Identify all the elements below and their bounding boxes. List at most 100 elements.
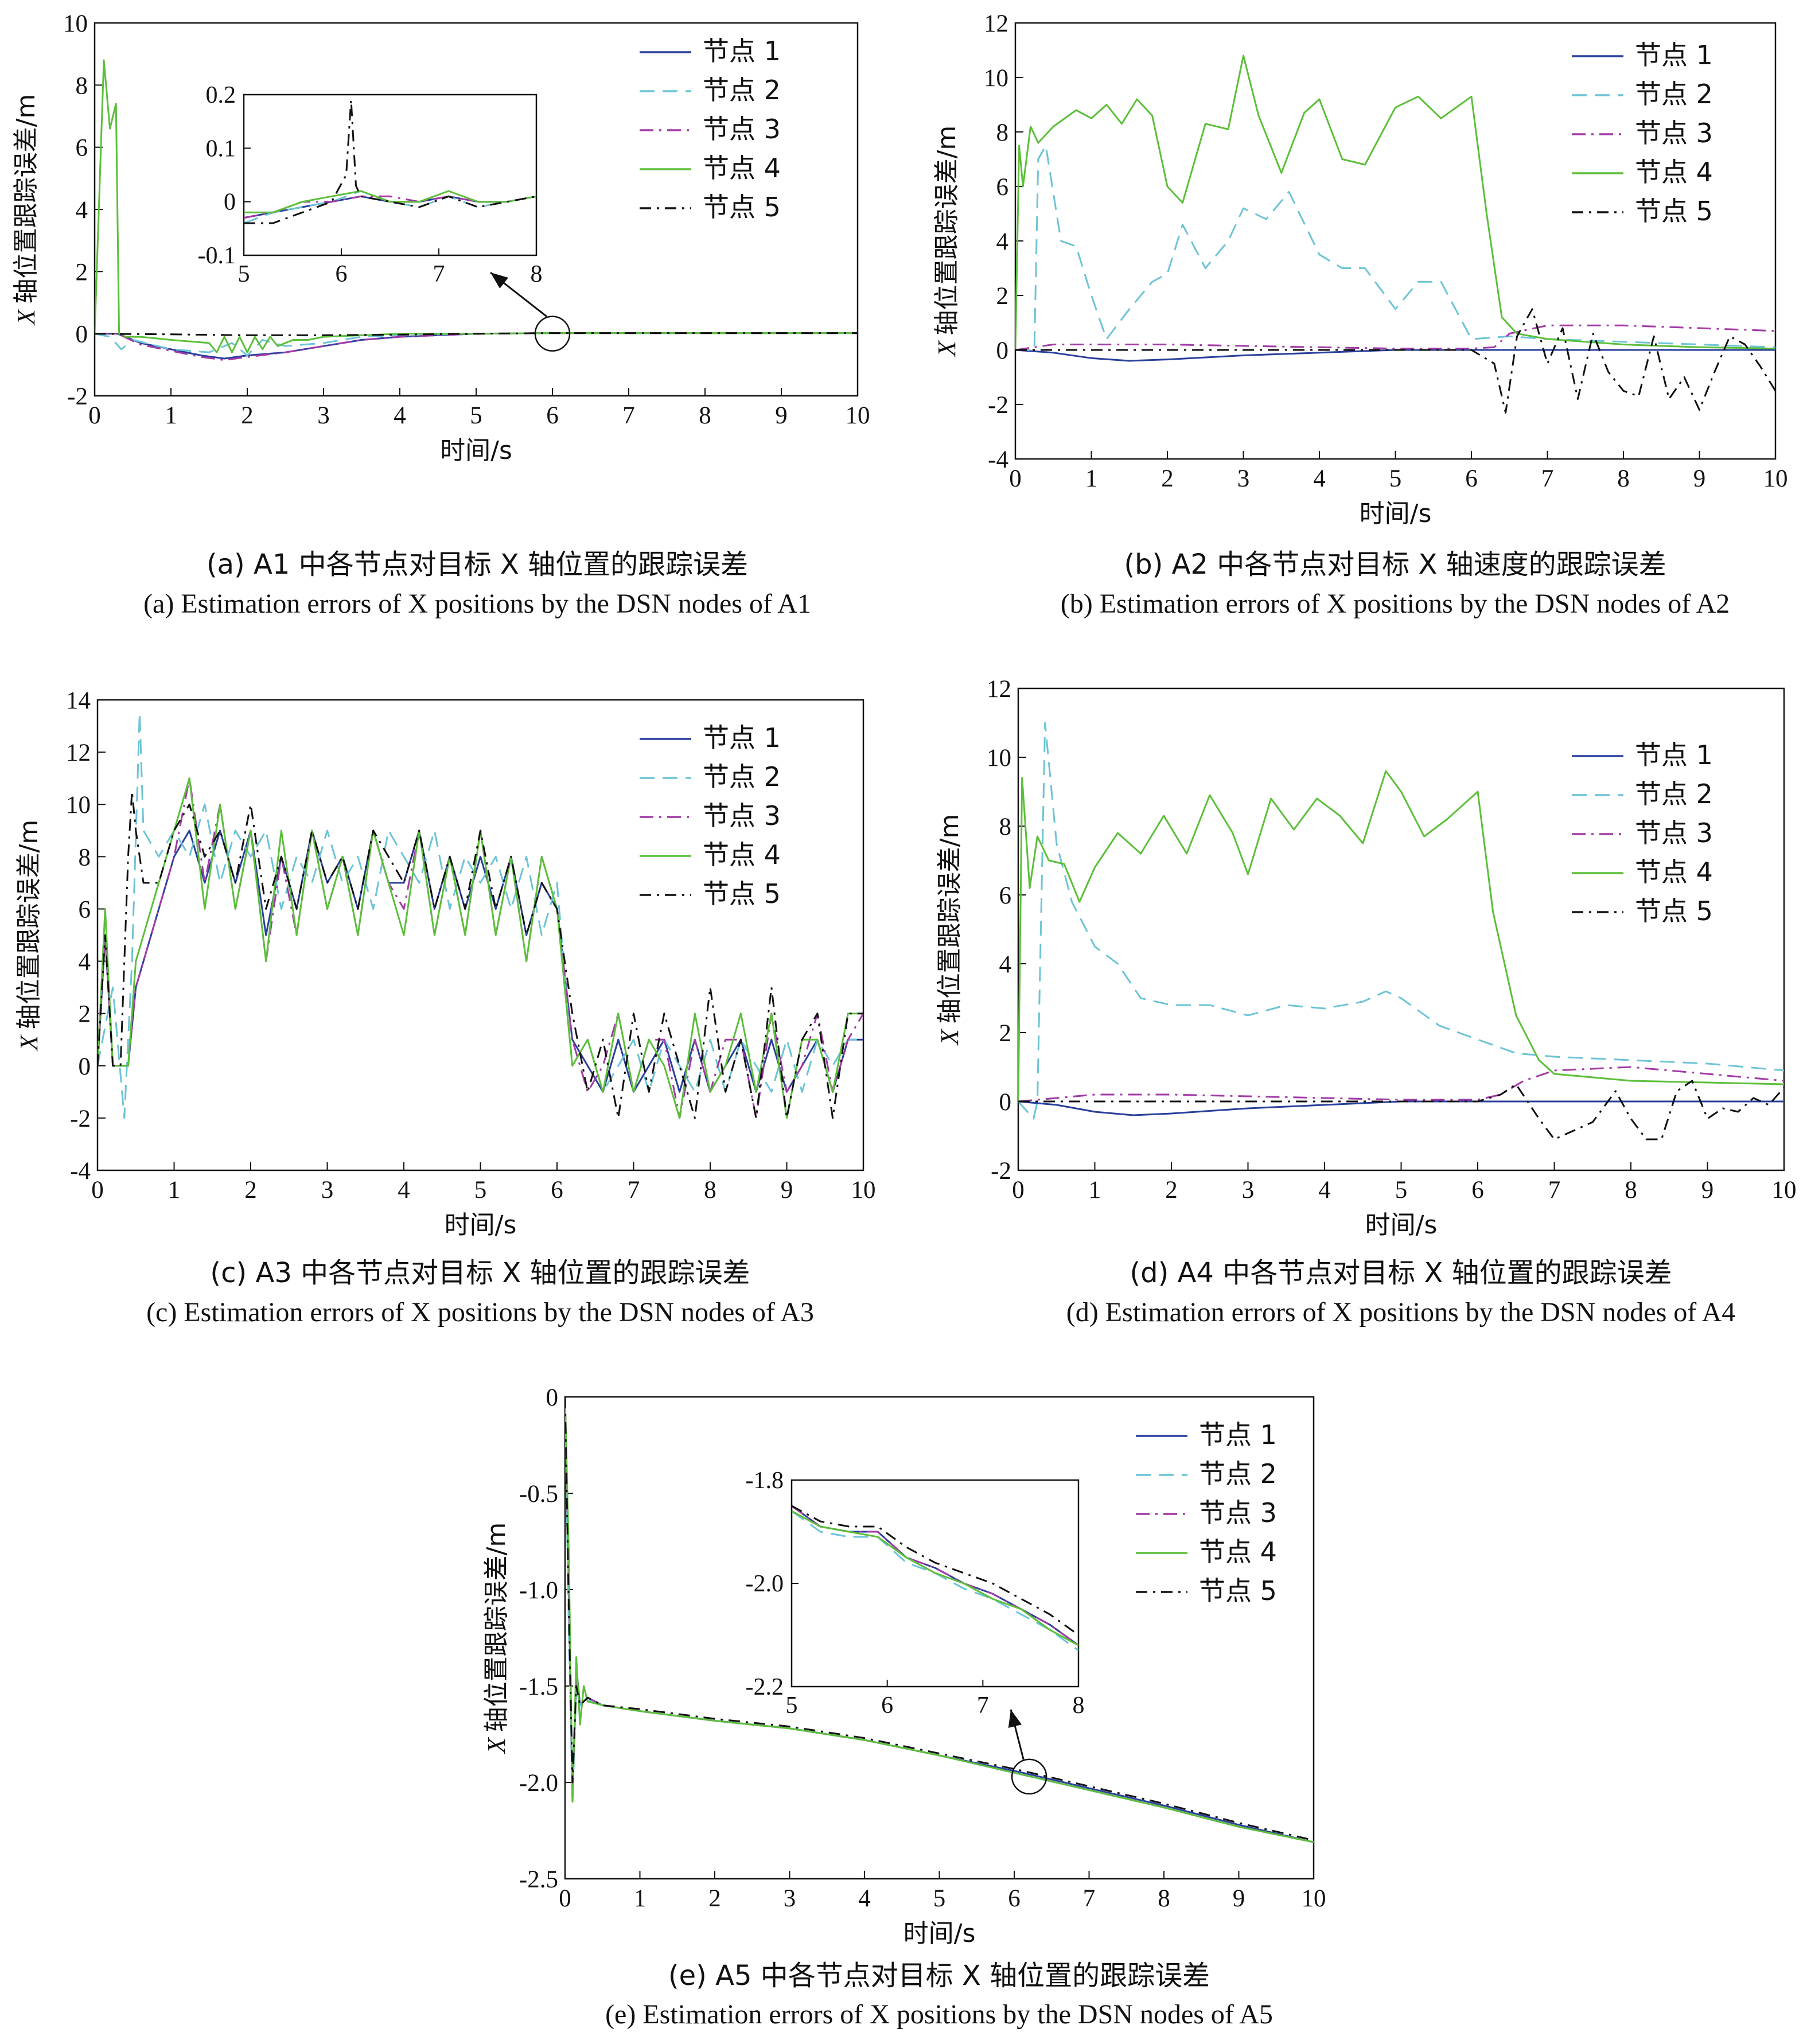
caption-zh: (c) A3 中各节点对目标 X 轴位置的跟踪误差	[210, 1257, 750, 1289]
x-tick-label: 10	[846, 402, 870, 429]
y-tick-label: 4	[79, 949, 91, 976]
y-tick-label: 4	[996, 228, 1009, 255]
chart-d-series-3-line	[1018, 1066, 1784, 1103]
inset-e-series-4-line	[792, 1510, 1078, 1646]
x-axis-label: 时间/s	[445, 1210, 517, 1240]
inset-x-tick-label: 7	[977, 1692, 989, 1719]
chart-c-series-4-line	[98, 777, 863, 1119]
x-tick-label: 7	[1548, 1177, 1561, 1204]
y-axis-label-prefix: X	[482, 1737, 511, 1754]
legend-label-3: 节点 3	[1199, 1497, 1277, 1528]
y-tick-label: -4	[70, 1158, 91, 1185]
y-tick-label: 4	[76, 197, 88, 224]
legend-label-4: 节点 4	[1635, 856, 1713, 887]
inset-a-series-4-line	[244, 190, 536, 213]
y-tick-label: 2	[76, 259, 88, 286]
legend-label-3: 节点 3	[703, 800, 781, 831]
y-tick-label: -4	[988, 446, 1008, 473]
legend-label-3: 节点 3	[703, 114, 781, 145]
y-tick-label: 0	[999, 1089, 1012, 1116]
legend: 节点 1 节点 2 节点 3 节点 4 节点 5	[1572, 40, 1713, 227]
y-tick-label: -2	[991, 1158, 1011, 1185]
legend-label-2: 节点 2	[1635, 79, 1713, 110]
chart-a-series-3-line	[95, 332, 858, 361]
y-tick-label: 2	[79, 1001, 91, 1028]
y-tick-label: 6	[996, 174, 1009, 201]
legend-label-2: 节点 2	[703, 75, 781, 106]
caption-en: (d) Estimation errors of X positions by …	[1066, 1297, 1736, 1327]
y-tick-label: 0	[76, 321, 88, 348]
inset-a-series-2-line	[244, 190, 536, 224]
y-tick-label: 8	[999, 813, 1012, 840]
zoom-circle	[534, 316, 571, 352]
x-tick-label: 8	[1158, 1885, 1170, 1912]
x-tick-label: 8	[1617, 465, 1630, 492]
x-tick-label: 8	[699, 402, 711, 429]
legend-label-1: 节点 1	[1199, 1419, 1277, 1450]
inset-y-tick-label: 0	[224, 189, 236, 216]
x-tick-label: 9	[1701, 1177, 1714, 1204]
x-tick-label: 6	[546, 402, 559, 429]
legend-label-4: 节点 4	[703, 839, 781, 870]
x-tick-label: 3	[321, 1177, 334, 1204]
inset-series-group	[792, 1505, 1078, 1652]
x-tick-label: 6	[551, 1177, 563, 1204]
x-tick-label: 2	[241, 402, 254, 429]
caption-en: (c) Estimation errors of X positions by …	[146, 1297, 814, 1327]
legend: 节点 1 节点 2 节点 3 节点 4 节点 5	[1136, 1419, 1277, 1606]
y-tick-label: 8	[76, 72, 88, 99]
caption-en: (b) Estimation errors of X positions by …	[1061, 589, 1730, 619]
x-axis-label: 时间/s	[1365, 1210, 1438, 1240]
y-axis-label-prefix: X	[12, 308, 40, 326]
x-tick-label: 1	[168, 1177, 181, 1204]
legend-label-4: 节点 4	[1199, 1536, 1277, 1567]
inset-series-group	[244, 99, 536, 224]
x-tick-label: 7	[622, 402, 635, 429]
chart-b-series-4-line	[1015, 54, 1775, 351]
y-tick-label: 2	[996, 283, 1009, 310]
x-tick-label: 9	[775, 402, 788, 429]
zoom-circle	[1011, 1758, 1047, 1795]
caption-en: (e) Estimation errors of X positions by …	[605, 1999, 1273, 2030]
x-tick-label: 7	[1083, 1885, 1096, 1912]
caption-zh: (a) A1 中各节点对目标 X 轴位置的跟踪误差	[207, 548, 748, 581]
inset-x-tick-label: 8	[1073, 1692, 1085, 1719]
x-tick-label: 1	[1089, 1177, 1101, 1204]
x-tick-label: 0	[88, 402, 101, 429]
chart-a-series-5-line	[95, 332, 858, 336]
y-tick-label: -1.5	[519, 1673, 558, 1700]
y-tick-label: 6	[999, 882, 1012, 909]
y-tick-label: -2	[67, 383, 88, 410]
x-tick-label: 2	[708, 1885, 721, 1912]
y-tick-label: 10	[984, 65, 1008, 92]
chart-e-series-5-line	[565, 1397, 1314, 1841]
x-axis-label: 时间/s	[440, 436, 512, 465]
legend-label-1: 节点 1	[1635, 40, 1713, 71]
x-tick-label: 4	[1313, 465, 1326, 492]
x-tick-label: 8	[704, 1177, 716, 1204]
y-axis-label: X 轴位置跟踪误差/m	[482, 1523, 511, 1755]
legend-label-3: 节点 3	[1635, 118, 1713, 149]
y-axis-label-prefix: X	[936, 1028, 964, 1046]
chart-c-series-2-line	[98, 712, 863, 1119]
chart-c-series-5-line	[98, 790, 863, 1119]
inset-y-tick-label: -2.2	[746, 1674, 784, 1700]
chart-b-series-3-line	[1015, 324, 1775, 351]
y-tick-label: 6	[76, 135, 88, 162]
legend-label-2: 节点 2	[703, 761, 781, 792]
x-tick-label: 4	[858, 1885, 871, 1912]
y-tick-label: 4	[999, 951, 1012, 978]
x-tick-label: 5	[1395, 1177, 1408, 1204]
inset-x-tick-label: 5	[786, 1692, 798, 1719]
inset-e-series-3-line	[792, 1505, 1078, 1646]
x-tick-label: 1	[165, 402, 177, 429]
x-tick-label: 5	[1389, 465, 1402, 492]
y-axis-label-text: 轴位置跟踪误差/m	[482, 1523, 511, 1732]
x-tick-label: 0	[1012, 1177, 1025, 1204]
y-axis-label-text: 轴位置跟踪误差/m	[932, 126, 961, 336]
x-tick-label: 6	[1471, 1177, 1484, 1204]
y-axis-label: X 轴位置跟踪误差/m	[932, 126, 961, 358]
legend: 节点 1 节点 2 节点 3 节点 4 节点 5	[1572, 739, 1713, 926]
x-tick-label: 4	[394, 402, 406, 429]
series-group	[565, 1397, 1314, 1843]
